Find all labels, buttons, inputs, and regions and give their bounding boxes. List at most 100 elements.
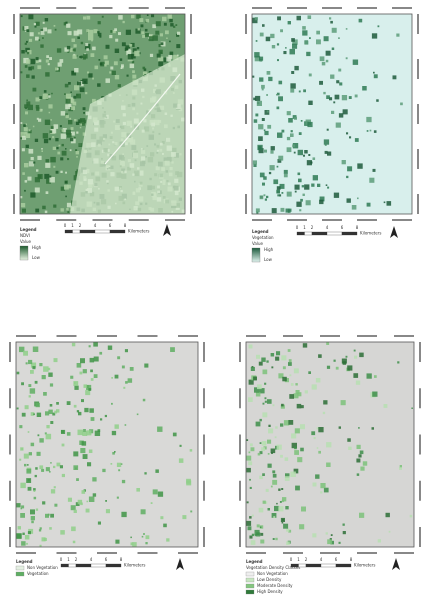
map-texture <box>312 384 317 389</box>
map-texture <box>28 431 30 433</box>
coordinate-label <box>20 7 40 9</box>
map-texture <box>360 451 364 455</box>
map-texture <box>39 465 43 469</box>
map-texture <box>73 451 78 456</box>
map-texture <box>285 457 289 461</box>
map-texture <box>37 156 41 160</box>
coordinate-label <box>287 219 307 221</box>
map-texture <box>290 133 294 137</box>
coordinate-label <box>20 219 40 221</box>
map-texture <box>295 428 300 433</box>
map-texture <box>74 68 78 72</box>
map-texture <box>65 172 67 174</box>
map-texture <box>146 19 150 23</box>
map-texture <box>53 466 55 468</box>
map-texture <box>51 489 55 493</box>
map-texture <box>265 397 267 399</box>
map-texture <box>260 540 264 544</box>
map-texture <box>356 381 360 385</box>
map-texture <box>336 367 339 370</box>
map-texture <box>254 119 258 123</box>
map-texture <box>56 147 58 149</box>
coordinate-label <box>419 435 421 455</box>
map-texture <box>80 118 85 123</box>
coordinate-label <box>394 552 414 554</box>
coordinate-label <box>245 59 247 79</box>
map-texture <box>24 190 26 192</box>
map-texture <box>83 369 87 373</box>
map-texture <box>44 139 48 143</box>
map-texture <box>287 147 292 152</box>
map-texture <box>262 118 265 121</box>
scale-tick-label: 8 <box>120 557 123 562</box>
map-texture <box>262 473 265 476</box>
coordinate-label <box>239 342 241 362</box>
map-texture <box>354 356 357 359</box>
map-texture <box>283 51 286 54</box>
map-texture <box>316 31 320 35</box>
map-texture <box>376 99 379 102</box>
map-texture <box>30 59 35 64</box>
map-texture <box>276 94 278 96</box>
map-texture <box>157 427 162 432</box>
map-texture <box>35 188 40 193</box>
map-texture <box>43 94 48 99</box>
legend-swatch <box>246 572 254 576</box>
map-texture <box>57 48 61 52</box>
map-texture <box>39 60 42 63</box>
map-texture <box>28 384 31 387</box>
coordinate-label <box>138 552 158 554</box>
scale-tick-label: 8 <box>124 223 127 228</box>
map-texture <box>50 462 52 464</box>
map-texture <box>138 28 140 30</box>
coordinate-label <box>9 527 11 547</box>
map-texture <box>25 535 30 540</box>
map-texture <box>39 363 42 366</box>
map-texture <box>130 367 134 371</box>
map-texture <box>36 509 38 511</box>
map-texture <box>22 172 25 175</box>
scale-bar-segment <box>336 564 351 567</box>
scale-unit: Kilometers <box>354 563 375 568</box>
scale-tick-label: 1 <box>67 557 70 562</box>
map-texture <box>41 150 43 152</box>
map-texture <box>24 464 27 467</box>
map-texture <box>114 28 117 31</box>
coordinate-label <box>417 14 419 34</box>
map-texture <box>254 52 259 57</box>
map-texture <box>306 52 310 56</box>
map-texture <box>86 29 89 32</box>
map-texture <box>166 38 168 40</box>
map-texture <box>98 33 102 37</box>
map-texture <box>301 405 304 408</box>
map-texture <box>330 21 333 24</box>
map-texture <box>170 23 173 26</box>
map-texture <box>260 533 263 536</box>
map-texture <box>176 44 180 48</box>
map-texture <box>280 455 283 458</box>
map-texture <box>24 454 29 459</box>
map-texture <box>111 403 113 405</box>
map-texture <box>359 19 363 23</box>
map-texture <box>49 57 52 60</box>
map-texture <box>64 185 69 190</box>
map-texture <box>280 423 283 426</box>
map-texture <box>26 362 28 364</box>
map-texture <box>36 57 39 60</box>
map-texture <box>125 48 128 51</box>
coordinate-label <box>287 7 307 9</box>
map-texture <box>300 199 303 202</box>
map-texture <box>34 23 36 25</box>
map-texture <box>313 157 316 160</box>
map-texture <box>255 17 258 20</box>
map-texture <box>152 35 158 41</box>
map-texture <box>74 386 78 390</box>
map-texture <box>40 545 42 547</box>
map-texture <box>317 184 320 187</box>
scale-bar-segment <box>69 564 77 567</box>
map-texture <box>68 31 72 35</box>
map-texture <box>259 508 264 513</box>
map-texture <box>89 450 93 454</box>
map-texture <box>312 533 316 537</box>
map-texture <box>320 56 325 61</box>
